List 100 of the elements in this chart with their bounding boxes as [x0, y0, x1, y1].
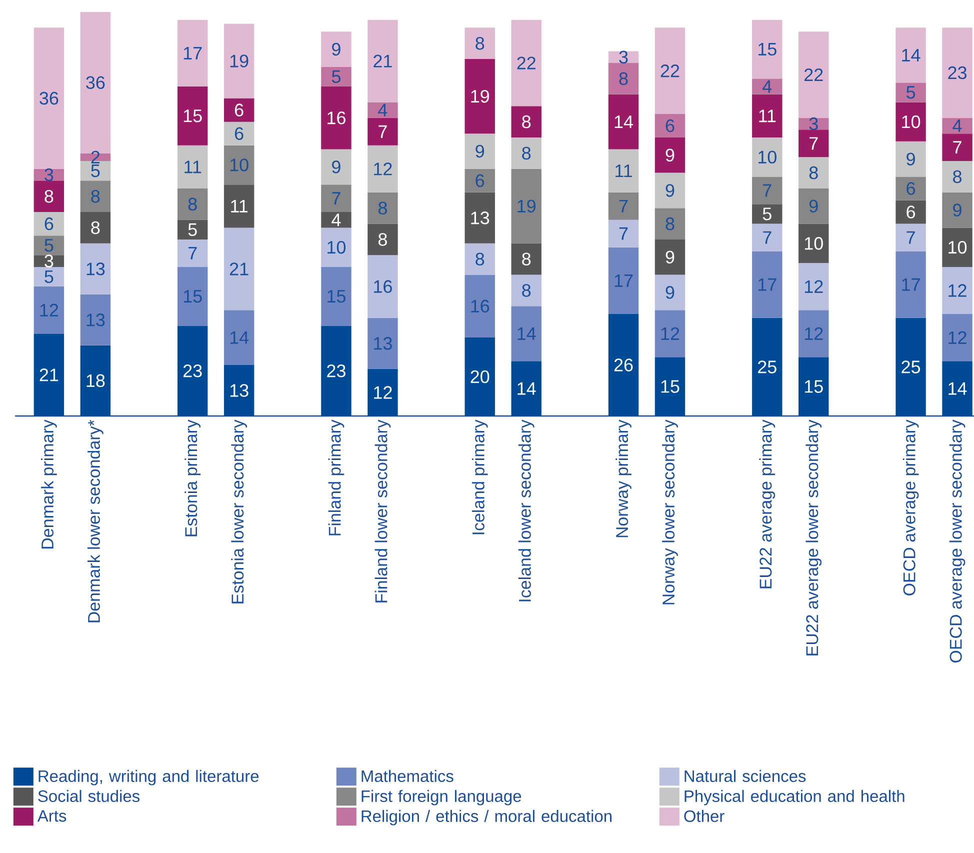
data-label: 9 — [666, 148, 674, 162]
data-label: 3 — [44, 168, 54, 182]
legend-label: Natural sciences — [684, 770, 806, 782]
data-label: 22 — [517, 56, 536, 70]
data-label: 16 — [471, 300, 490, 313]
data-label: 8 — [953, 170, 962, 184]
data-label: 10 — [758, 150, 776, 164]
data-label: 12 — [374, 162, 392, 176]
data-label: 4 — [762, 80, 772, 93]
data-label: 8 — [476, 252, 484, 266]
data-label: 15 — [661, 380, 680, 393]
data-label: 17 — [614, 274, 633, 287]
data-label: 10 — [804, 237, 823, 250]
data-label: 15 — [184, 110, 202, 122]
legend-label: First foreign language — [362, 790, 522, 806]
data-label: 9 — [906, 152, 915, 166]
data-label: 11 — [759, 110, 776, 122]
data-label: 11 — [184, 160, 202, 174]
data-label: 7 — [332, 192, 340, 204]
data-label: 12 — [804, 280, 823, 293]
data-label: 7 — [619, 200, 628, 212]
data-label: 8 — [809, 166, 818, 180]
data-label: 8 — [666, 217, 674, 230]
data-label: 13 — [86, 262, 105, 276]
data-label: 25 — [758, 360, 776, 374]
data-label: 13 — [471, 212, 490, 224]
data-label: 5 — [44, 270, 54, 284]
x-tick-label: Denmark lower secondary* — [88, 420, 104, 622]
data-label: 9 — [666, 250, 674, 264]
data-label: 36 — [40, 92, 58, 105]
data-label: 10 — [328, 240, 346, 254]
legend-label: Arts — [37, 810, 66, 822]
data-label: 7 — [188, 247, 197, 260]
x-tick-label: Iceland lower secondary — [518, 420, 534, 602]
data-label: 5 — [188, 223, 197, 236]
legend-label: Reading, writing and literature — [38, 770, 259, 786]
data-label: 14 — [518, 382, 536, 395]
data-label: 8 — [522, 146, 531, 160]
data-label: 12 — [804, 327, 823, 340]
x-tick-label: OECD average primary — [902, 420, 919, 596]
data-label: 7 — [810, 137, 818, 150]
data-label: 9 — [476, 144, 484, 158]
data-label: 9 — [809, 200, 818, 213]
data-label: 6 — [234, 127, 244, 140]
data-label: 9 — [332, 160, 340, 174]
data-label: 8 — [44, 190, 54, 203]
data-label: 16 — [374, 280, 392, 293]
x-tick-label: EU22 average primary — [759, 420, 776, 588]
data-label: 19 — [471, 90, 490, 103]
data-label: 23 — [183, 364, 202, 378]
legend-label: Other — [684, 810, 724, 822]
data-label: 20 — [470, 370, 490, 384]
data-label: 23 — [327, 364, 346, 378]
legend-label: Physical education and health — [684, 790, 904, 806]
data-label: 8 — [522, 284, 531, 297]
data-label: 12 — [948, 284, 966, 297]
x-tick-label: Denmark primary — [41, 420, 57, 548]
data-label: 10 — [902, 115, 920, 128]
data-label: 18 — [86, 374, 105, 388]
data-label: 9 — [666, 286, 674, 299]
x-tick-label: Finland primary — [328, 420, 344, 536]
data-label: 17 — [758, 278, 776, 291]
data-label: 8 — [188, 198, 197, 211]
data-label: 13 — [374, 337, 392, 350]
data-label: 22 — [804, 68, 823, 82]
data-label: 8 — [619, 72, 628, 86]
x-tick-label: OECD average lower secondary — [949, 420, 966, 662]
data-label: 14 — [230, 331, 249, 344]
legend-label: Social studies — [38, 790, 140, 802]
data-label: 3 — [809, 117, 818, 130]
x-tick-label: Estonia primary — [184, 420, 201, 536]
data-label: 3 — [619, 50, 628, 64]
data-label: 4 — [332, 214, 341, 226]
data-label: 21 — [230, 262, 248, 276]
x-tick-label: Finland lower secondary — [374, 420, 391, 602]
data-label: 8 — [91, 190, 100, 203]
data-label: 14 — [902, 48, 920, 62]
data-label: 5 — [906, 86, 916, 99]
data-label: 8 — [91, 221, 100, 234]
data-label: 36 — [86, 76, 105, 89]
data-label: 15 — [804, 380, 823, 393]
data-label: 5 — [762, 208, 772, 220]
data-label: 26 — [614, 358, 633, 372]
data-label: 13 — [230, 384, 248, 397]
data-label: 4 — [952, 120, 962, 132]
data-label: 7 — [763, 231, 772, 244]
data-label: 2 — [91, 150, 100, 164]
data-label: 8 — [522, 252, 531, 266]
data-label: 8 — [476, 36, 484, 50]
data-label: 14 — [614, 116, 633, 128]
data-label: 19 — [230, 54, 248, 68]
data-label: 15 — [328, 290, 346, 303]
data-label: 10 — [230, 158, 248, 172]
data-label: 16 — [328, 112, 346, 124]
data-label: 12 — [374, 386, 392, 399]
x-tick-label: Norway primary — [616, 420, 632, 538]
data-label: 22 — [660, 64, 680, 78]
data-label: 7 — [906, 231, 915, 244]
data-label: 9 — [666, 184, 674, 197]
data-label: 13 — [86, 314, 105, 326]
